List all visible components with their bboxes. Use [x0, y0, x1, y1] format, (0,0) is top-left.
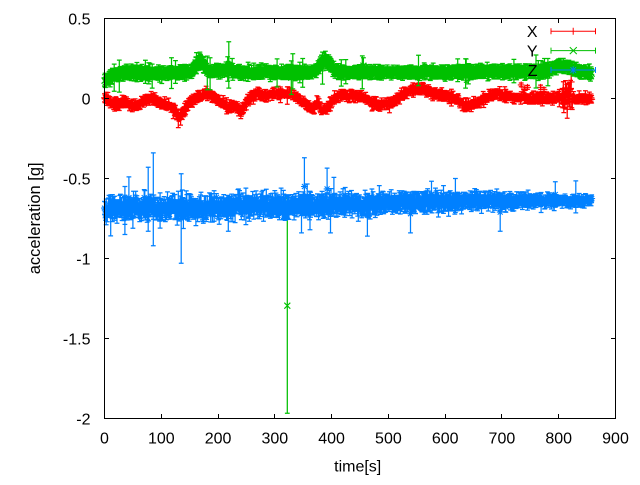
svg-text:900: 900 — [602, 431, 629, 448]
svg-text:300: 300 — [261, 431, 288, 448]
svg-text:0.5: 0.5 — [68, 11, 90, 28]
svg-text:200: 200 — [205, 431, 232, 448]
svg-text:700: 700 — [489, 431, 516, 448]
svg-text:100: 100 — [148, 431, 175, 448]
svg-text:0: 0 — [100, 431, 109, 448]
svg-text:X: X — [527, 24, 538, 41]
svg-text:500: 500 — [375, 431, 402, 448]
svg-text:-1.5: -1.5 — [63, 331, 91, 348]
svg-text:-2: -2 — [76, 411, 90, 428]
svg-text:-0.5: -0.5 — [63, 171, 91, 188]
svg-text:-1: -1 — [76, 251, 90, 268]
svg-text:Z: Z — [528, 63, 538, 80]
svg-text:400: 400 — [318, 431, 345, 448]
svg-text:time[s]: time[s] — [334, 459, 381, 476]
svg-text:Y: Y — [527, 43, 538, 60]
svg-text:800: 800 — [545, 431, 572, 448]
svg-text:600: 600 — [432, 431, 459, 448]
svg-text:acceleration [g]: acceleration [g] — [26, 162, 44, 274]
svg-text:0: 0 — [82, 91, 91, 108]
